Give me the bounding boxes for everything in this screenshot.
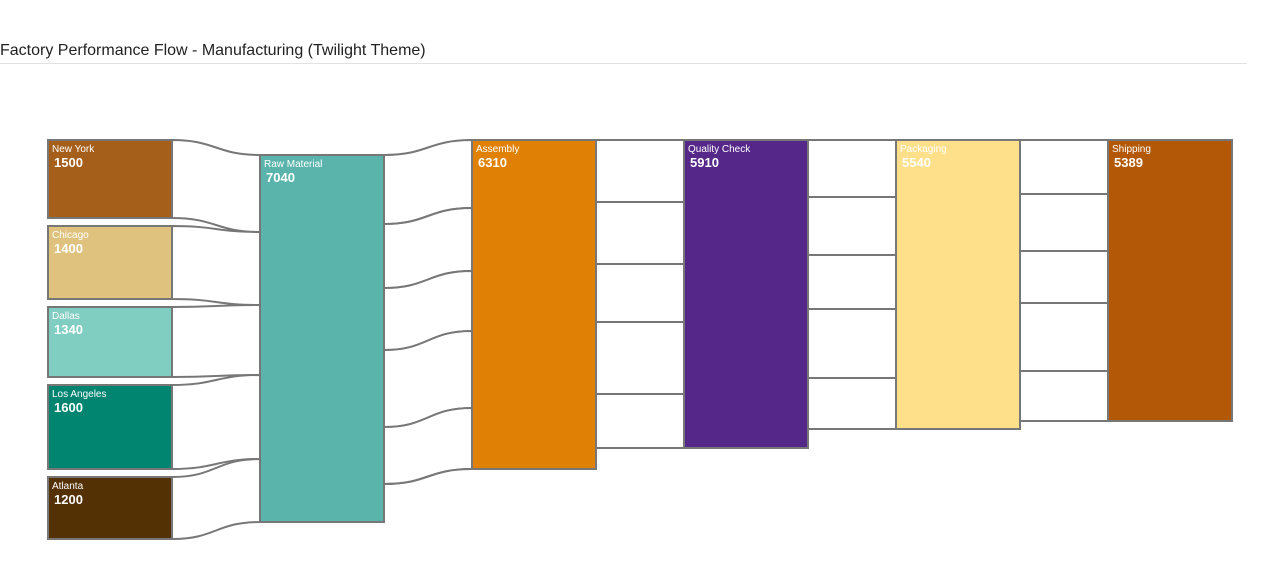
node-box[interactable]	[471, 139, 597, 470]
node-label: Assembly	[476, 144, 519, 155]
link-quality-check-to-packaging[interactable]	[807, 138, 897, 431]
node-box[interactable]	[47, 384, 173, 470]
node-box[interactable]	[259, 154, 385, 523]
link-band-segment[interactable]	[807, 138, 897, 199]
node-value: 1400	[54, 241, 83, 256]
node-label: Chicago	[52, 230, 89, 241]
node-value: 1500	[54, 155, 83, 170]
node-value: 1600	[54, 400, 83, 415]
link-band-segment[interactable]	[595, 262, 685, 324]
node-value: 5910	[690, 155, 719, 170]
link-band-segment[interactable]	[383, 468, 473, 485]
link-band[interactable]	[171, 373, 261, 471]
node-label: Atlanta	[52, 481, 84, 492]
node-label: Dallas	[52, 311, 80, 322]
node-box[interactable]	[47, 139, 173, 219]
link-band[interactable]	[171, 303, 261, 379]
link-assembly-to-quality-check[interactable]	[595, 138, 685, 450]
node-value: 6310	[478, 155, 507, 170]
node-box[interactable]	[47, 306, 173, 378]
node-label: Quality Check	[688, 144, 751, 155]
link-band-segment[interactable]	[1019, 192, 1109, 253]
link-los-angeles-to-raw-material[interactable]	[171, 373, 261, 471]
chart-title: Factory Performance Flow - Manufacturing…	[0, 42, 426, 59]
node-box[interactable]	[47, 476, 173, 540]
link-band-segment[interactable]	[1019, 249, 1109, 305]
node-label: Raw Material	[264, 159, 322, 170]
link-raw-material-to-assembly[interactable]	[383, 138, 473, 486]
link-band-segment[interactable]	[595, 200, 685, 266]
node-value: 5389	[1114, 155, 1143, 170]
link-band-segment[interactable]	[807, 253, 897, 311]
link-band-segment[interactable]	[807, 307, 897, 380]
node-box[interactable]	[1107, 139, 1233, 422]
link-band-segment[interactable]	[595, 392, 685, 450]
link-band-segment[interactable]	[807, 195, 897, 257]
link-band-segment[interactable]	[1019, 138, 1109, 196]
link-band-segment[interactable]	[1019, 369, 1109, 423]
link-band-segment[interactable]	[595, 138, 685, 204]
link-dallas-to-raw-material[interactable]	[171, 303, 261, 379]
node-label: Packaging	[900, 144, 947, 155]
link-band-segment[interactable]	[807, 376, 897, 431]
link-band[interactable]	[171, 457, 261, 541]
node-box[interactable]	[683, 139, 809, 449]
title-divider	[0, 63, 1247, 64]
link-chicago-to-raw-material[interactable]	[171, 224, 261, 307]
node-value: 7040	[266, 170, 295, 185]
link-new-york-to-raw-material[interactable]	[171, 138, 261, 234]
node-value: 1340	[54, 322, 83, 337]
link-band-segment[interactable]	[595, 320, 685, 396]
node-label: Los Angeles	[52, 389, 107, 400]
node-box[interactable]	[895, 139, 1021, 430]
link-band[interactable]	[171, 138, 261, 234]
link-atlanta-to-raw-material[interactable]	[171, 457, 261, 541]
node-box[interactable]	[47, 225, 173, 300]
link-packaging-to-shipping[interactable]	[1019, 138, 1109, 423]
link-band[interactable]	[171, 224, 261, 307]
node-value: 5540	[902, 155, 931, 170]
link-band-segment[interactable]	[1019, 301, 1109, 373]
node-value: 1200	[54, 492, 83, 507]
node-label: New York	[52, 144, 95, 155]
node-label: Shipping	[1112, 144, 1151, 155]
